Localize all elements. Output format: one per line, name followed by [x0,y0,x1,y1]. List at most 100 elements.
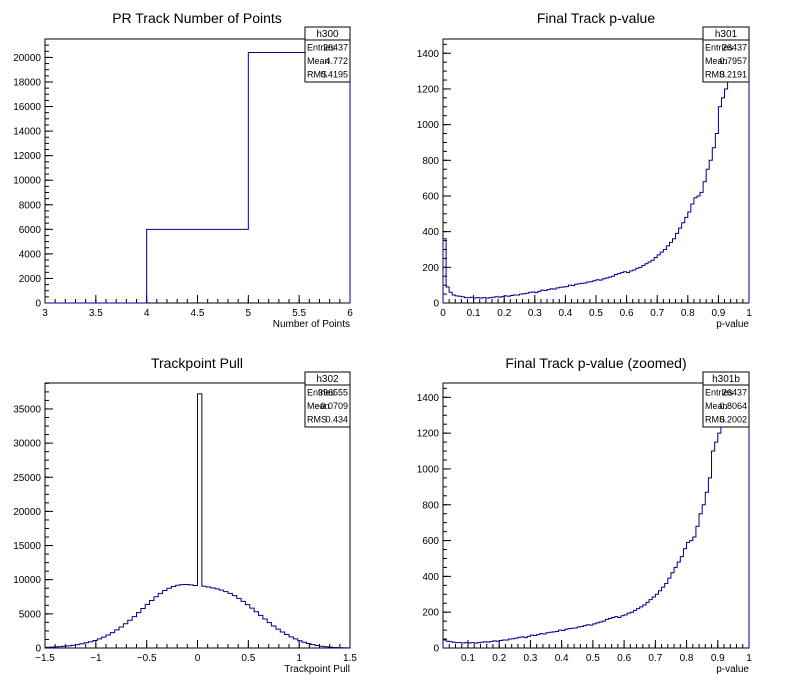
y-tick-label: 6000 [19,225,42,236]
stats-box-frame [304,26,351,83]
panel-title: Final Track p-value (zoomed) [505,355,686,371]
x-tick-label: 0.3 [523,653,537,664]
stats-box-frame [702,371,750,428]
x-tick-label: 0.8 [680,653,694,664]
y-tick-label: 20000 [13,53,41,64]
panel-pr-track-points: PR Track Number of Points 0 2000 4000 6000 8… [13,10,353,330]
stats-histogram-name: h300 [316,29,339,40]
stats-histogram-name: h301b [712,374,740,385]
panel-title: PR Track Number of Points [112,10,282,26]
y-tick-label: 5000 [19,609,42,620]
y-tick-label: 0 [433,644,439,655]
y-tick-label: 10000 [13,575,41,586]
stats-rms-value: 0.434 [325,415,348,425]
y-tick-label: 400 [422,572,439,583]
x-tick-label: 0.4 [558,308,572,319]
x-tick-label: 5 [246,308,252,319]
y-tick-label: 1400 [417,393,440,404]
y-tick-label: 200 [422,263,439,274]
y-tick-label: 0 [35,644,41,655]
stats-rms-value: 0.4195 [320,70,348,80]
y-tick-label: 16000 [13,102,41,113]
stats-rms-label: RMS [705,70,725,80]
y-tick-label: 25000 [13,473,41,484]
x-tick-label: 0.9 [711,653,725,664]
x-tick-label: 0.2 [492,653,506,664]
axis-ticks: 0 5000 10000 15000 20000 25000 30000 35000 −1.5 −… [13,382,357,664]
stats-mean-label: Mean [307,401,330,411]
x-tick-label: −0.5 [137,653,157,664]
stats-histogram-name: h301 [715,29,738,40]
y-tick-label: 0 [35,299,41,310]
y-tick-label: 800 [422,156,439,167]
stats-mean-value: 4.772 [325,56,348,66]
histogram-line [442,43,750,303]
stats-box-frame [304,371,351,428]
x-axis-label: Number of Points [273,319,350,330]
stats-mean-label: Mean [705,401,728,411]
x-tick-label: 0.6 [620,308,634,319]
x-tick-label: 0.1 [461,653,475,664]
stats-rms-label: RMS [705,415,725,425]
axis-ticks: 0 200 400 600 800 1000 1200 1400 0 0.1 0.2 0.3 0.4 0.… [417,43,752,319]
x-tick-label: 0 [440,308,446,319]
y-tick-label: 200 [422,608,439,619]
stats-entries-value: 26437 [323,43,348,53]
stats-entries-value: 396555 [318,388,348,398]
x-tick-label: 0.4 [555,653,569,664]
stats-entries-label: Entries [705,388,734,398]
axis-ticks: 0 2000 4000 6000 8000 10000 12000 14000 16000 180… [13,38,353,319]
y-tick-label: 15000 [13,541,41,552]
y-tick-label: 12000 [13,151,41,162]
x-tick-label: 3 [42,308,48,319]
stats-rms-label: RMS [307,415,327,425]
stats-mean-value: 0.7957 [719,56,747,66]
y-tick-label: 2000 [19,274,42,285]
x-tick-label: 0.8 [681,308,695,319]
x-tick-label: 0 [195,653,201,664]
x-tick-label: 1 [746,653,752,664]
y-tick-label: 1000 [417,120,440,131]
x-tick-label: 0.3 [528,308,542,319]
x-tick-label: 4.5 [191,308,205,319]
x-tick-label: 1 [296,653,302,664]
x-tick-label: 4 [144,308,150,319]
x-tick-label: 0.6 [617,653,631,664]
histogram-line [442,385,750,648]
y-tick-label: 14000 [13,127,41,138]
y-tick-label: 0 [433,299,439,310]
stats-entries-label: Entries [307,388,336,398]
y-tick-label: 10000 [13,176,41,187]
x-tick-label: 0.5 [589,308,603,319]
stats-entries-label: Entries [307,43,336,53]
panel-title: Final Track p-value [537,10,655,26]
y-tick-label: 800 [422,500,439,511]
stats-rms-value: 0.2191 [719,70,747,80]
panel-final-track-pvalue-zoomed: Final Track p-value (zoomed) 0 200 400 600 8… [417,355,752,675]
y-tick-label: 600 [422,191,439,202]
y-tick-label: 18000 [13,77,41,88]
stats-rms-label: RMS [307,70,327,80]
plot-frame [44,38,351,304]
y-tick-label: 1400 [417,49,440,60]
x-tick-label: 0.5 [241,653,255,664]
x-axis-label: Trackpoint Pull [284,664,350,675]
x-tick-label: 1 [746,308,752,319]
x-tick-label: 0.1 [467,308,481,319]
stats-box-frame [702,26,750,83]
stats-entries-label: Entries [705,43,734,53]
x-tick-label: −1 [90,653,102,664]
y-tick-label: 1200 [417,84,440,95]
axis-ticks: 0 200 400 600 800 1000 1200 1400 0.1 0.2 0.3 0.4 0.5… [417,387,752,664]
y-tick-label: 1000 [417,464,440,475]
stats-mean-label: Mean [705,56,728,66]
x-tick-label: 0.9 [711,308,725,319]
x-tick-label: 3.5 [89,308,103,319]
x-tick-label: 0.2 [497,308,511,319]
y-tick-label: 30000 [13,439,41,450]
